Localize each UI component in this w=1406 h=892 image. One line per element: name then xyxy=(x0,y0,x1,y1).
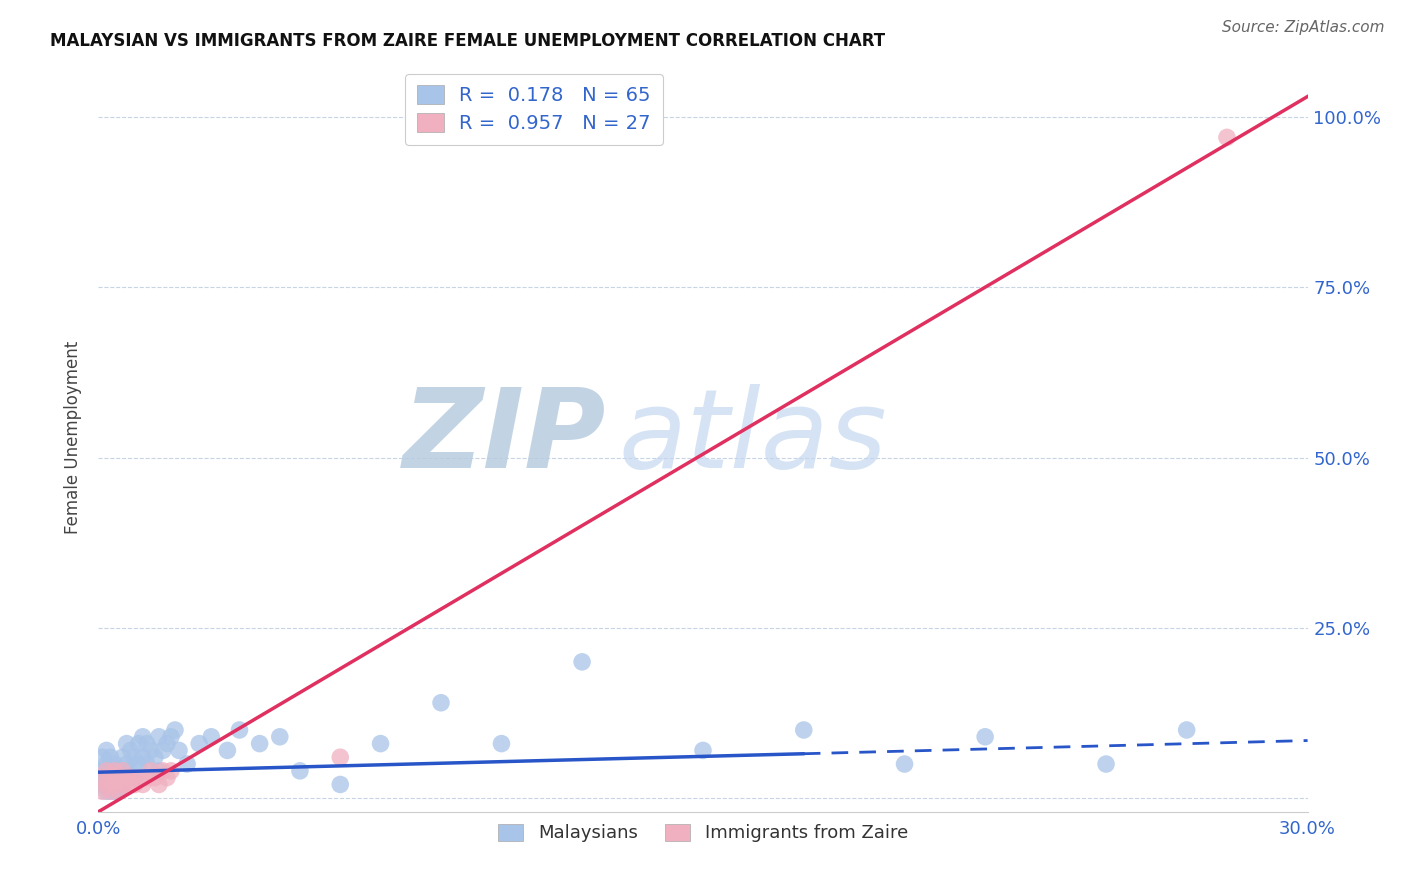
Point xyxy=(124,771,146,785)
Point xyxy=(111,750,134,764)
Point xyxy=(152,764,174,778)
Point xyxy=(100,764,122,778)
Point xyxy=(100,771,122,785)
Point xyxy=(107,764,129,778)
Point xyxy=(132,730,155,744)
Y-axis label: Female Unemployment: Female Unemployment xyxy=(65,341,83,533)
Point xyxy=(107,777,129,791)
Point xyxy=(188,737,211,751)
Point xyxy=(143,750,166,764)
Point xyxy=(96,777,118,791)
Point xyxy=(217,743,239,757)
Point xyxy=(152,743,174,757)
Point xyxy=(329,750,352,764)
Text: atlas: atlas xyxy=(619,384,887,491)
Point xyxy=(115,771,138,785)
Point xyxy=(167,743,190,757)
Point xyxy=(111,764,134,778)
Point xyxy=(100,771,122,785)
Point xyxy=(329,777,352,791)
Point xyxy=(135,757,157,772)
Point xyxy=(91,784,114,798)
Point xyxy=(120,764,142,778)
Point xyxy=(200,730,222,744)
Legend: Malaysians, Immigrants from Zaire: Malaysians, Immigrants from Zaire xyxy=(489,814,917,851)
Point xyxy=(111,777,134,791)
Point xyxy=(91,764,114,778)
Point xyxy=(974,730,997,744)
Point xyxy=(893,757,915,772)
Point xyxy=(793,723,815,737)
Point xyxy=(128,771,150,785)
Point xyxy=(100,784,122,798)
Point xyxy=(430,696,453,710)
Point xyxy=(148,730,170,744)
Point xyxy=(96,764,118,778)
Point xyxy=(100,784,122,798)
Point xyxy=(571,655,593,669)
Point xyxy=(160,764,183,778)
Point xyxy=(1175,723,1198,737)
Point xyxy=(107,784,129,798)
Point xyxy=(107,771,129,785)
Point xyxy=(103,777,125,791)
Point xyxy=(111,764,134,778)
Point xyxy=(100,750,122,764)
Point xyxy=(269,730,291,744)
Point xyxy=(103,764,125,778)
Point xyxy=(115,777,138,791)
Point xyxy=(91,777,114,791)
Point xyxy=(120,743,142,757)
Point xyxy=(135,771,157,785)
Point xyxy=(100,777,122,791)
Point xyxy=(96,771,118,785)
Point xyxy=(288,764,311,778)
Text: Source: ZipAtlas.com: Source: ZipAtlas.com xyxy=(1222,20,1385,35)
Point xyxy=(96,777,118,791)
Point xyxy=(176,757,198,772)
Point xyxy=(103,771,125,785)
Point xyxy=(228,723,250,737)
Point xyxy=(132,750,155,764)
Point xyxy=(91,771,114,785)
Point xyxy=(103,784,125,798)
Point xyxy=(156,771,179,785)
Point xyxy=(91,750,114,764)
Point xyxy=(107,784,129,798)
Point xyxy=(124,777,146,791)
Point xyxy=(120,771,142,785)
Text: MALAYSIAN VS IMMIGRANTS FROM ZAIRE FEMALE UNEMPLOYMENT CORRELATION CHART: MALAYSIAN VS IMMIGRANTS FROM ZAIRE FEMAL… xyxy=(51,32,886,50)
Point xyxy=(96,784,118,798)
Point xyxy=(115,737,138,751)
Point xyxy=(163,723,186,737)
Point xyxy=(132,777,155,791)
Point xyxy=(115,757,138,772)
Text: ZIP: ZIP xyxy=(402,384,606,491)
Point xyxy=(148,777,170,791)
Point xyxy=(135,737,157,751)
Point xyxy=(139,743,162,757)
Point xyxy=(111,777,134,791)
Point xyxy=(96,757,118,772)
Point xyxy=(156,737,179,751)
Point xyxy=(143,771,166,785)
Point xyxy=(160,730,183,744)
Point xyxy=(96,743,118,757)
Point xyxy=(128,757,150,772)
Point xyxy=(249,737,271,751)
Point xyxy=(115,771,138,785)
Point xyxy=(103,757,125,772)
Point xyxy=(139,764,162,778)
Point xyxy=(370,737,392,751)
Point xyxy=(107,771,129,785)
Point xyxy=(148,764,170,778)
Point xyxy=(1216,130,1239,145)
Point xyxy=(1095,757,1118,772)
Point xyxy=(128,737,150,751)
Point xyxy=(692,743,714,757)
Point xyxy=(103,777,125,791)
Point xyxy=(124,750,146,764)
Point xyxy=(491,737,513,751)
